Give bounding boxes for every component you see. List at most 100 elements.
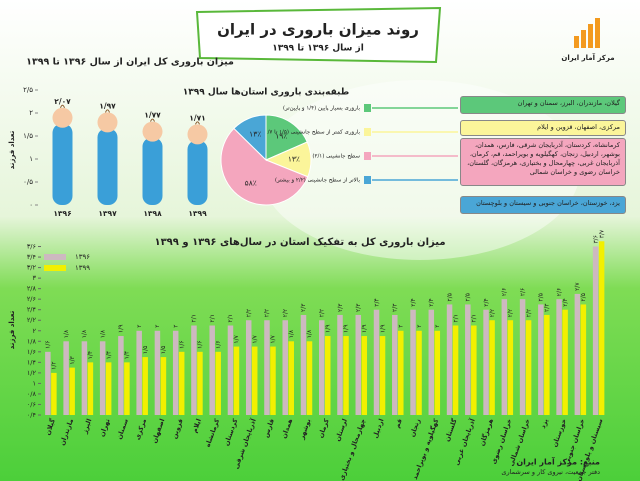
- y-tick-label: ۱/۴: [27, 358, 37, 366]
- value-label: ۱/۷۷: [144, 111, 161, 120]
- value-label: ۲/۲: [525, 309, 532, 317]
- value-label: ۲/۲: [319, 309, 326, 317]
- value-label: ۲/۴: [410, 298, 417, 306]
- bar: [172, 330, 179, 415]
- bar: [574, 293, 581, 415]
- chart-title: میزان باروری کل به تفکیک استان در سال‌ها…: [154, 237, 445, 248]
- bar: [465, 304, 471, 415]
- value-label: ۲/۴: [428, 298, 435, 306]
- y-tick-label: ۱: [33, 379, 37, 387]
- bar: [592, 246, 599, 415]
- bar: [288, 341, 294, 415]
- x-tick-label: ۱۳۹۶: [53, 209, 71, 218]
- slice-label: ۵۸٪: [245, 178, 257, 187]
- y-tick-label: ۳/۶: [27, 243, 36, 251]
- bar: [519, 299, 526, 415]
- value-label: ۲/۵: [465, 293, 472, 301]
- y-axis-title: تعداد فرزند: [8, 310, 16, 349]
- y-tick-label: ۲/۲: [27, 316, 37, 324]
- bar: [124, 362, 130, 415]
- bar: [355, 314, 362, 415]
- value-label: ۲: [154, 325, 161, 328]
- pie-slice: [233, 114, 267, 162]
- x-tick-label: ۱۳۹۸: [143, 209, 162, 218]
- value-label: ۱/۶: [197, 340, 204, 348]
- bar: [215, 351, 221, 415]
- y-axis-title: تعداد فرزند: [8, 130, 16, 169]
- value-label: ۱/۸: [81, 329, 88, 338]
- legend-swatch: [44, 254, 66, 260]
- subtitle: از سال ۱۳۹۶ تا ۱۳۹۹: [272, 44, 364, 54]
- baby-hair: [150, 118, 155, 122]
- value-label: ۲/۰۷: [54, 97, 71, 106]
- value-label: ۲/۵: [446, 293, 453, 301]
- baby-head: [187, 124, 208, 145]
- slice-label: ۱۳٪: [249, 129, 261, 138]
- value-label: ۱/۹: [361, 325, 368, 333]
- baby-body: [142, 137, 163, 205]
- bar: [373, 309, 380, 415]
- value-label: ۲/۲: [264, 309, 271, 317]
- baby-hair: [60, 104, 65, 108]
- value-label: ۲/۳: [300, 303, 307, 312]
- bar: [69, 367, 75, 415]
- value-label: ۲/۲: [282, 309, 289, 317]
- value-label: ۱/۷: [251, 334, 258, 343]
- bar: [160, 357, 167, 415]
- value-label: ۲/۱: [452, 314, 459, 322]
- value-label: ۲: [416, 325, 423, 328]
- x-tick-label: قم: [393, 418, 404, 430]
- value-label: ۲/۳: [544, 303, 551, 312]
- value-label: ۲/۴: [562, 298, 569, 306]
- bar: [361, 336, 368, 415]
- value-label: ۱/۵: [142, 346, 149, 354]
- bar: [501, 299, 508, 415]
- bar: [337, 314, 343, 415]
- pie-slice: [265, 114, 308, 161]
- legend-swatch: [364, 128, 371, 136]
- value-label: ۱/۹۷: [99, 101, 116, 110]
- bar: [300, 314, 307, 415]
- bar: [264, 320, 270, 415]
- y-tick-label: ۲/۶: [27, 295, 36, 303]
- value-label: ۱/۷: [270, 334, 277, 343]
- bar: [306, 341, 313, 415]
- value-label: ۲/۵: [538, 293, 545, 301]
- bar: [270, 346, 276, 415]
- legend-label: ۱۳۹۶: [75, 253, 90, 261]
- y-tick-label: ۳: [33, 274, 37, 282]
- x-tick-label: ۱۳۹۷: [98, 209, 117, 218]
- source-office: دفتر جمعیت، نیروی کار و سرشماری: [501, 468, 600, 476]
- value-label: ۲: [398, 325, 405, 328]
- value-label: ۲/۶: [519, 288, 526, 296]
- bar: [197, 351, 203, 415]
- bar: [45, 351, 51, 415]
- province-box: کرمانشاه، کردستان، آذربایجان شرقی، فارس،…: [460, 138, 626, 186]
- y-tick-label: ۱/۲: [27, 369, 37, 377]
- value-label: ۱/۶: [215, 340, 222, 348]
- bar: [483, 309, 489, 415]
- value-label: ۲: [434, 325, 441, 328]
- value-label: ۱/۸: [63, 329, 70, 338]
- bar: [525, 320, 532, 415]
- value-label: ۲/۱: [191, 314, 198, 322]
- pie-slice: [220, 127, 309, 206]
- y-tick-label: ۱/۵: [23, 132, 33, 140]
- title-banner: [195, 6, 442, 64]
- value-label: ۱/۹: [379, 325, 386, 333]
- value-label: ۲/۱: [209, 314, 216, 322]
- value-label: ۱/۵: [160, 346, 167, 354]
- value-label: ۲/۲: [245, 309, 252, 317]
- value-label: ۱/۲: [51, 361, 58, 369]
- value-label: ۱/۹: [118, 325, 125, 333]
- y-tick-label: ۱/۶: [27, 348, 36, 356]
- slice-label: ۱۹٪: [275, 132, 287, 141]
- chart-title: میزان باروری کل ایران از سال ۱۳۹۶ تا ۱۳۹…: [26, 57, 234, 68]
- value-label: ۱/۷۱: [189, 113, 205, 122]
- value-label: ۲/۳: [355, 303, 362, 312]
- baby-hair: [105, 109, 110, 113]
- province-box: یزد، خوزستان، خراسان جنوبی و سیستان و بل…: [460, 196, 626, 214]
- bar: [580, 304, 587, 415]
- legend-swatch: [364, 104, 371, 112]
